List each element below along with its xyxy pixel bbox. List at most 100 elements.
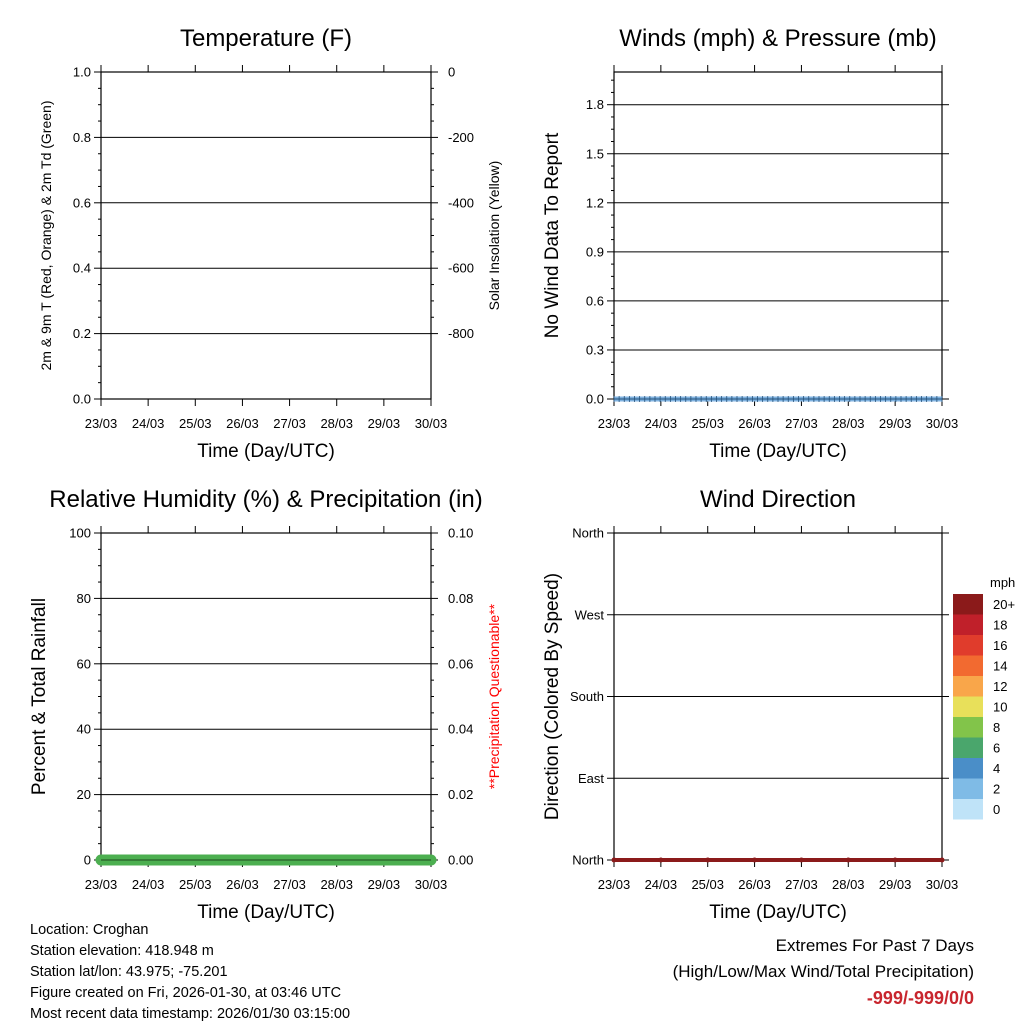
direction-point [845,857,851,863]
direction-point [705,857,711,863]
y-right-tick-label: 0.10 [448,526,473,541]
y-right-axis-label: **Precipitation Questionable** [486,603,502,789]
y-tick-label: 0.4 [73,261,91,276]
x-tick-label: 24/03 [132,416,165,431]
chart-winds: Winds (mph) & Pressure (mb) 0.0 0.3 0.6 0.9 1… [542,25,958,462]
colorbar-swatch [953,614,983,635]
x-tick-label: 30/03 [926,416,959,431]
colorbar-label: 12 [993,679,1007,694]
x-tick-label: 25/03 [179,877,212,892]
chart-title: Relative Humidity (%) & Precipitation (i… [49,486,482,513]
extremes-subtitle: (High/Low/Max Wind/Total Precipitation) [672,962,974,981]
x-tick-label: 23/03 [85,416,118,431]
y-tick-label: 1.2 [586,195,604,210]
y-tick-label: 0.9 [586,244,604,259]
x-tick-label: 25/03 [691,416,724,431]
plot-frame [100,532,432,861]
x-tick-label: 30/03 [926,877,959,892]
y-right-tick-label: -800 [448,326,474,341]
x-tick-label: 28/03 [832,416,865,431]
x-tick-label: 27/03 [785,416,818,431]
station-info: Location: Croghan Station elevation: 418… [30,920,350,1025]
figure-created: Figure created on Fri, 2026-01-30, at 03… [30,985,342,1001]
data-timestamp: Most recent data timestamp: 2026/01/30 0… [30,1006,351,1022]
station-latlon: Station lat/lon: 43.975; -75.201 [30,964,228,980]
y-tick-label: 0.0 [73,392,91,407]
direction-point [752,857,758,863]
y-tick-label: 0 [84,853,91,868]
direction-point [798,857,804,863]
x-tick-label: 23/03 [85,877,118,892]
x-tick-label: 26/03 [226,877,259,892]
x-tick-label: 30/03 [415,416,448,431]
x-tick-label: 26/03 [226,416,259,431]
y-tick-label: 0.6 [586,293,604,308]
x-tick-label: 24/03 [645,877,678,892]
x-tick-label: 26/03 [738,416,771,431]
colorbar-swatch [953,717,983,738]
x-tick-label: 29/03 [368,877,401,892]
y-tick-label: East [578,771,604,786]
chart-title: Winds (mph) & Pressure (mb) [619,25,936,52]
x-tick-label: 24/03 [132,877,165,892]
x-tick-label: 27/03 [785,877,818,892]
y-right-tick-label: 0.02 [448,787,473,802]
y-right-tick-label: -600 [448,261,474,276]
x-tick-label: 27/03 [273,877,306,892]
y-tick-label: 0.3 [586,342,604,357]
x-axis-label: Time (Day/UTC) [197,441,335,462]
y-right-tick-label: 0.08 [448,591,473,606]
direction-point [611,857,617,863]
y-tick-label: 1.5 [586,146,604,161]
y-right-tick-label: 0.06 [448,656,473,671]
colorbar-unit: mph [990,575,1015,590]
x-tick-label: 23/03 [598,877,631,892]
x-tick-label: 25/03 [691,877,724,892]
y-right-tick-label: -200 [448,130,474,145]
x-tick-label: 28/03 [320,416,353,431]
x-tick-label: 24/03 [645,416,678,431]
y-tick-label: 20 [77,787,91,802]
chart-title: Wind Direction [700,486,856,513]
colorbar-label: 2 [993,782,1000,797]
extremes-title: Extremes For Past 7 Days [775,936,974,955]
colorbar-swatch [953,778,983,799]
y-tick-label: 100 [69,526,91,541]
colorbar-swatch [953,594,983,615]
y-tick-label: 0.2 [73,326,91,341]
chart-temperature: Temperature (F) 0.0 0.2 0.4 0.6 0.8 1.0 0 -200 -4… [38,25,502,462]
colorbar-label: 0 [993,802,1000,817]
y-right-axis-label: Solar Insolation (Yellow) [486,161,502,311]
station-location: Location: Croghan [30,922,149,938]
colorbar-swatch [953,635,983,656]
colorbar-label: 8 [993,720,1000,735]
colorbar-swatch [953,737,983,758]
colorbar-label: 20+ [993,597,1015,612]
x-tick-label: 26/03 [738,877,771,892]
x-tick-label: 28/03 [832,877,865,892]
x-tick-label: 29/03 [879,877,912,892]
y-tick-label: 1.8 [586,97,604,112]
colorbar-label: 14 [993,659,1007,674]
colorbar-swatch [953,696,983,717]
colorbar-label: 4 [993,761,1000,776]
y-tick-label: 0.8 [73,130,91,145]
x-axis-label: Time (Day/UTC) [197,902,335,923]
colorbar-swatch [953,655,983,676]
y-tick-label: 60 [77,656,91,671]
y-tick-label: 0.0 [586,392,604,407]
y-right-tick-label: 0.00 [448,853,473,868]
direction-point [939,857,945,863]
extremes-values: -999/-999/0/0 [866,988,974,1008]
chart-humidity: Relative Humidity (%) & Precipitation (i… [29,486,502,923]
y-tick-label: South [570,689,604,704]
colorbar-label: 6 [993,741,1000,756]
y-tick-label: 1.0 [73,65,91,80]
y-tick-label: 0.6 [73,195,91,210]
chart-wind_direction: Wind Direction North East South West North 23/… [542,486,1015,923]
y-axis-label: Percent & Total Rainfall [29,598,50,795]
extremes-panel: Extremes For Past 7 Days (High/Low/Max W… [673,933,974,1011]
y-right-tick-label: 0.04 [448,722,473,737]
colorbar-swatch [953,676,983,697]
